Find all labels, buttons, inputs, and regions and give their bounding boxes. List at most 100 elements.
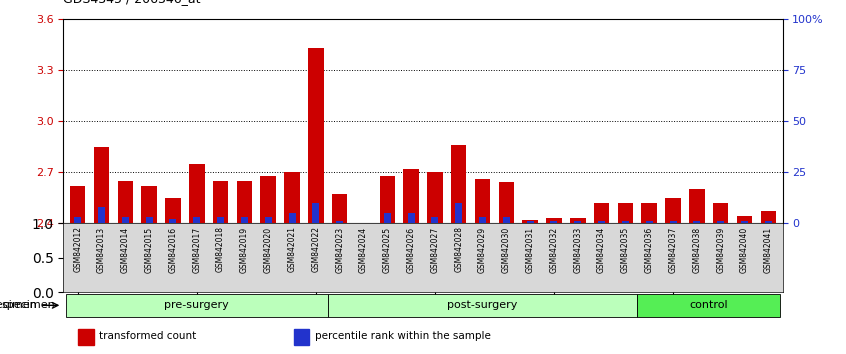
Bar: [70, 186, 85, 223]
Text: percentile rank within the sample: percentile rank within the sample: [315, 331, 491, 341]
Bar: [404, 169, 419, 223]
Text: specimen: specimen: [0, 300, 36, 310]
Bar: [308, 48, 323, 223]
Bar: [547, 218, 562, 223]
Text: GSM842013: GSM842013: [97, 227, 106, 273]
FancyBboxPatch shape: [637, 294, 780, 317]
Bar: [455, 202, 462, 223]
Text: GSM842036: GSM842036: [645, 227, 654, 273]
Bar: [713, 202, 728, 223]
Bar: [217, 217, 224, 223]
Bar: [165, 198, 181, 223]
Bar: [332, 194, 348, 223]
Bar: [384, 213, 391, 223]
Bar: [312, 202, 319, 223]
Text: GSM842022: GSM842022: [311, 227, 321, 273]
Text: GSM842016: GSM842016: [168, 227, 178, 273]
Bar: [261, 176, 276, 223]
Text: GSM842034: GSM842034: [597, 227, 606, 273]
Bar: [265, 217, 272, 223]
Text: GSM842019: GSM842019: [240, 227, 249, 273]
Bar: [689, 189, 705, 223]
Text: GSM842039: GSM842039: [717, 227, 725, 273]
Bar: [665, 198, 681, 223]
Bar: [193, 217, 201, 223]
Bar: [78, 329, 94, 345]
Bar: [645, 221, 653, 223]
Text: pre-surgery: pre-surgery: [164, 300, 229, 310]
Text: GDS4345 / 206346_at: GDS4345 / 206346_at: [63, 0, 201, 5]
Text: GSM842024: GSM842024: [359, 227, 368, 273]
Bar: [169, 219, 177, 223]
Text: GSM842038: GSM842038: [692, 227, 701, 273]
Bar: [737, 216, 752, 223]
Text: GSM842032: GSM842032: [549, 227, 558, 273]
Bar: [118, 181, 133, 223]
Bar: [408, 213, 415, 223]
Bar: [288, 213, 295, 223]
Bar: [523, 219, 538, 223]
Bar: [527, 221, 534, 223]
Bar: [237, 181, 252, 223]
Bar: [498, 182, 514, 223]
Text: GSM842037: GSM842037: [668, 227, 678, 273]
Bar: [141, 186, 157, 223]
FancyBboxPatch shape: [66, 294, 327, 317]
Text: post-surgery: post-surgery: [448, 300, 518, 310]
Bar: [475, 179, 491, 223]
Bar: [765, 221, 772, 223]
Bar: [98, 207, 105, 223]
Bar: [74, 217, 81, 223]
Bar: [479, 217, 486, 223]
Bar: [336, 221, 343, 223]
Bar: [241, 217, 248, 223]
Bar: [618, 202, 633, 223]
Text: transformed count: transformed count: [99, 331, 196, 341]
Bar: [551, 221, 558, 223]
Text: GSM842014: GSM842014: [121, 227, 129, 273]
Bar: [431, 217, 438, 223]
Bar: [284, 172, 299, 223]
Bar: [570, 218, 585, 223]
Bar: [213, 181, 228, 223]
Text: GSM842025: GSM842025: [382, 227, 392, 273]
Bar: [761, 211, 776, 223]
Bar: [122, 217, 129, 223]
Bar: [669, 221, 677, 223]
Bar: [694, 221, 700, 223]
Bar: [380, 176, 395, 223]
Text: GSM842030: GSM842030: [502, 227, 511, 273]
Text: GSM842041: GSM842041: [764, 227, 772, 273]
Text: GSM842033: GSM842033: [574, 227, 582, 273]
Bar: [94, 147, 109, 223]
Text: GSM842018: GSM842018: [216, 227, 225, 273]
Bar: [741, 221, 748, 223]
Bar: [717, 221, 724, 223]
Text: GSM842040: GSM842040: [740, 227, 749, 273]
Text: GSM842026: GSM842026: [407, 227, 415, 273]
Bar: [622, 221, 629, 223]
Text: control: control: [689, 300, 728, 310]
Text: GSM842023: GSM842023: [335, 227, 344, 273]
Bar: [594, 202, 609, 223]
Bar: [451, 145, 466, 223]
Bar: [146, 217, 152, 223]
Text: GSM842012: GSM842012: [74, 227, 82, 273]
Text: GSM842027: GSM842027: [431, 227, 439, 273]
Bar: [294, 329, 310, 345]
Text: GSM842017: GSM842017: [192, 227, 201, 273]
Bar: [574, 221, 581, 223]
Text: GSM842021: GSM842021: [288, 227, 297, 273]
Bar: [427, 172, 442, 223]
Text: specimen: specimen: [1, 300, 55, 310]
Text: GSM842035: GSM842035: [621, 227, 630, 273]
Bar: [189, 164, 205, 223]
Text: GSM842029: GSM842029: [478, 227, 487, 273]
Text: GSM842015: GSM842015: [145, 227, 154, 273]
Text: GSM842028: GSM842028: [454, 227, 464, 273]
Bar: [598, 221, 605, 223]
Text: GSM842020: GSM842020: [264, 227, 272, 273]
FancyBboxPatch shape: [327, 294, 637, 317]
Text: GSM842031: GSM842031: [525, 227, 535, 273]
Bar: [641, 202, 657, 223]
